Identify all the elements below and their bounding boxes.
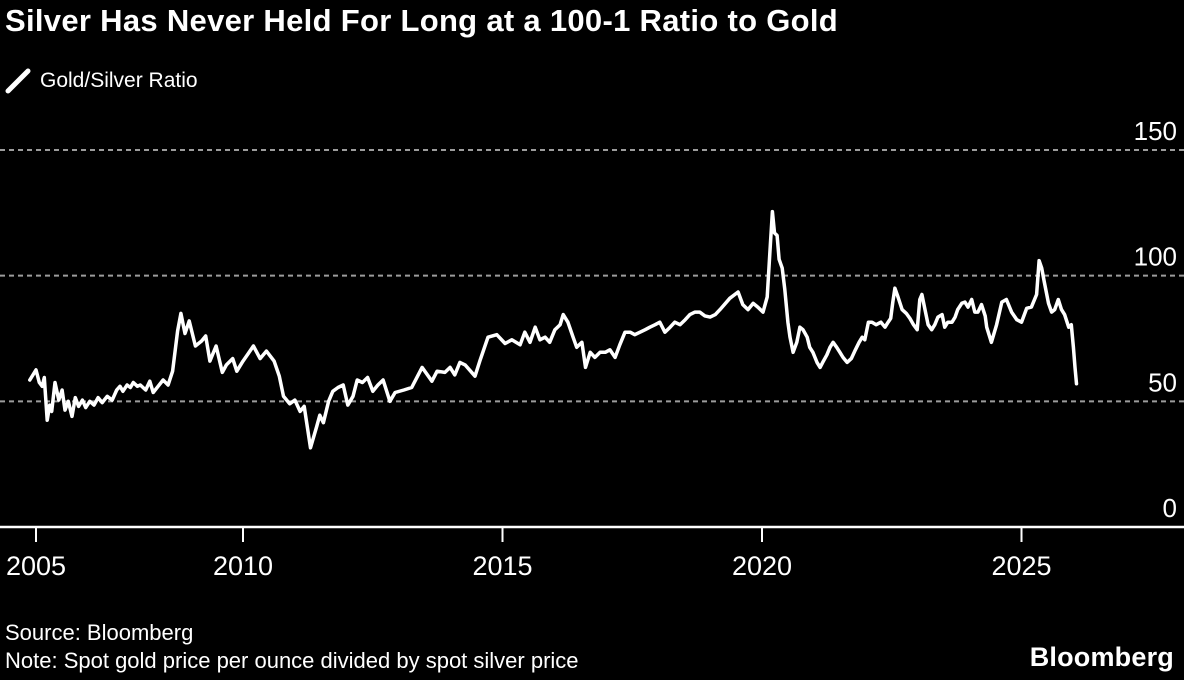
- line-series-icon: [5, 68, 31, 94]
- x-axis-label-2025: 2025: [991, 551, 1051, 581]
- y-axis-label-150: 150: [1134, 116, 1177, 146]
- y-axis-label-100: 100: [1134, 242, 1177, 272]
- x-axis-label-2005: 2005: [6, 551, 66, 581]
- chart-footer: Source: Bloomberg Note: Spot gold price …: [5, 619, 579, 675]
- x-axis-label-2010: 2010: [213, 551, 273, 581]
- x-axis-label-2015: 2015: [472, 551, 532, 581]
- chart-title: Silver Has Never Held For Long at a 100-…: [5, 3, 839, 38]
- note-text: Note: Spot gold price per ounce divided …: [5, 648, 579, 673]
- legend: Gold/Silver Ratio: [5, 68, 198, 94]
- bloomberg-logo: Bloomberg: [1029, 642, 1174, 672]
- series-line-gold-silver-ratio: [28, 209, 1079, 450]
- legend-label: Gold/Silver Ratio: [40, 69, 198, 92]
- x-axis-label-2020: 2020: [732, 551, 792, 581]
- y-axis-label-50: 50: [1148, 367, 1177, 397]
- y-axis-label-0: 0: [1163, 493, 1177, 523]
- source-text: Source: Bloomberg: [5, 620, 194, 645]
